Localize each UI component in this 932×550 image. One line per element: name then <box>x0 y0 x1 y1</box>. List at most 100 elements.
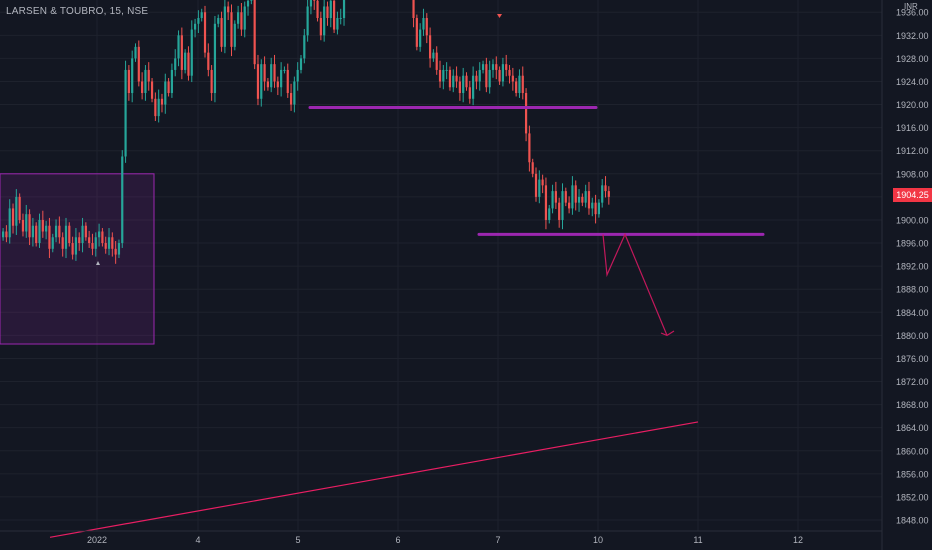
price-tick-label: 1928.00 <box>896 54 929 64</box>
candle-body <box>104 243 107 249</box>
drawings[interactable] <box>0 105 882 538</box>
candle-body <box>223 6 226 47</box>
candle-body <box>571 185 574 209</box>
candle-body <box>521 75 524 94</box>
price-tick-label: 1900.00 <box>896 215 929 225</box>
candle-body <box>594 202 597 215</box>
candle-body <box>250 0 253 1</box>
candle-body <box>45 225 48 232</box>
candle-body <box>167 81 170 94</box>
projection-arrowhead <box>660 330 675 337</box>
candle-body <box>8 208 11 238</box>
candle-body <box>11 208 15 226</box>
time-tick-label: 4 <box>195 535 200 545</box>
candle-body <box>518 75 521 94</box>
candle-body <box>306 6 309 36</box>
price-tick-label: 1864.00 <box>896 423 929 433</box>
candle-body <box>458 81 461 94</box>
candle-body <box>445 69 448 71</box>
candle-body <box>412 0 415 19</box>
price-axis[interactable]: 1848.00 1852.00 1856.00 1860.00 1864.00 1868.… <box>881 0 932 550</box>
candle-body <box>78 237 81 244</box>
candle-body <box>505 64 508 70</box>
grid <box>0 0 882 531</box>
candle-body <box>432 52 435 59</box>
candle-body <box>481 64 485 70</box>
time-tick-label: 11 <box>693 535 702 545</box>
low-marker <box>96 261 100 265</box>
symbol-title[interactable]: LARSEN & TOUBRO, 15, NSE <box>6 6 149 17</box>
candle-body <box>170 69 174 94</box>
candle-body <box>276 81 279 88</box>
price-tick-label: 1912.00 <box>896 146 929 156</box>
candle-body <box>141 81 144 94</box>
candle-body <box>438 69 442 82</box>
candle-body <box>190 29 193 76</box>
candle-body <box>551 191 554 209</box>
candle-body <box>528 133 531 163</box>
price-tick-label: 1932.00 <box>896 31 929 41</box>
candle-body <box>597 202 600 215</box>
price-tick-label: 1868.00 <box>896 400 929 410</box>
price-tick-label: 1920.00 <box>896 100 929 110</box>
candle-body <box>243 6 246 30</box>
candle-body <box>336 18 339 30</box>
candle-body <box>21 219 25 232</box>
candle-body <box>154 98 157 117</box>
projection-path <box>602 232 668 336</box>
price-tick-label: 1896.00 <box>896 239 929 249</box>
candle-body <box>240 12 243 30</box>
time-tick-label: 5 <box>295 535 300 545</box>
price-tick-label: 1856.00 <box>896 469 929 479</box>
candle-body <box>558 202 561 220</box>
candle-body <box>260 64 263 99</box>
candle-body <box>465 75 468 88</box>
candle-body <box>475 75 478 82</box>
candle-body <box>203 12 207 53</box>
candle-body <box>452 75 455 88</box>
candle-body <box>591 202 594 209</box>
candle-body <box>15 196 18 226</box>
time-axis[interactable]: 2022 4 5 6 7 10 11 12 <box>0 530 882 545</box>
candle-body <box>601 185 604 203</box>
candle-body <box>313 0 316 1</box>
price-tick-label: 1892.00 <box>896 262 929 272</box>
candle-body <box>111 237 114 249</box>
candle-body <box>425 18 428 36</box>
candle-body <box>293 81 296 105</box>
candle-body <box>283 69 286 71</box>
range-box[interactable] <box>0 173 155 345</box>
candle-body <box>286 69 289 94</box>
candle-body <box>28 214 31 238</box>
candle-body <box>230 12 233 47</box>
candle-body <box>210 69 213 94</box>
high-marker <box>497 14 502 18</box>
range-box-rect <box>0 173 155 345</box>
candle-body <box>289 93 293 105</box>
candle-body <box>137 46 140 82</box>
price-tick-label: 1924.00 <box>896 77 929 87</box>
candle-body <box>266 81 269 88</box>
candle-body <box>584 191 587 203</box>
candle-body <box>419 29 422 47</box>
price-tick-label: 1848.00 <box>896 516 929 526</box>
candle-body <box>84 225 87 238</box>
time-tick-label: 12 <box>793 535 803 545</box>
candle-body <box>455 75 458 82</box>
candle-body <box>548 208 551 220</box>
candle-body <box>511 75 514 82</box>
price-tick-label: 1908.00 <box>896 169 929 179</box>
candle-body <box>422 18 425 30</box>
price-tick-label: 1888.00 <box>896 285 929 295</box>
candle-body <box>157 98 160 117</box>
time-tick-label: 6 <box>395 535 400 545</box>
candle-body <box>64 225 68 249</box>
candle-body <box>415 18 418 47</box>
candle-body <box>164 81 167 105</box>
candle-body <box>38 219 41 244</box>
price-tick-label: 1876.00 <box>896 354 929 364</box>
candle-body <box>48 225 51 249</box>
candle-body <box>544 185 548 220</box>
